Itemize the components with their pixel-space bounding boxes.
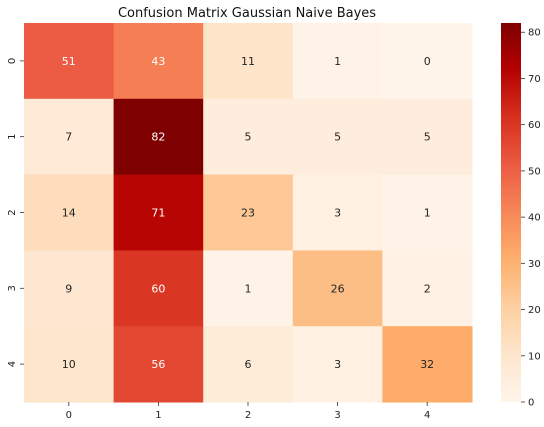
heatmap-cell-1-4	[382, 98, 473, 176]
heatmap-cell-2-0	[24, 174, 115, 251]
y-tick-label-3: 3	[7, 285, 18, 291]
cell-value-0-4: 0	[424, 55, 431, 68]
heatmap-cell-2-3	[292, 174, 383, 251]
y-axis: 0 1 2 3 4	[7, 58, 24, 367]
colorbar-tick-label-7: 70	[528, 74, 541, 85]
colorbar-tick-label-4: 40	[528, 213, 541, 224]
chart-title: Confusion Matrix Gaussian Naive Bayes	[118, 6, 376, 21]
cell-value-2-3: 3	[334, 207, 341, 220]
colorbar-tick-label-0: 0	[528, 398, 534, 409]
colorbar-tick-label-6: 60	[528, 120, 541, 131]
cell-value-0-1: 43	[151, 55, 165, 68]
cell-value-2-4: 1	[424, 207, 431, 220]
heatmap-cell-2-1	[113, 174, 204, 251]
colorbar-tick-label-5: 50	[528, 166, 541, 177]
cell-value-2-1: 71	[151, 207, 165, 220]
heatmap-cell-4-4	[382, 326, 473, 403]
heatmap-cell-3-1	[113, 250, 204, 327]
heatmap-cell-0-1	[113, 23, 204, 100]
cell-value-3-1: 60	[151, 282, 165, 295]
cell-value-1-4: 5	[424, 131, 431, 144]
heatmap-cell-4-1	[113, 326, 204, 403]
cell-value-4-1: 56	[151, 358, 165, 371]
cell-value-1-3: 5	[334, 131, 341, 144]
colorbar-tick-label-3: 30	[528, 259, 541, 270]
heatmap-cell-3-3	[292, 250, 383, 327]
cell-value-4-0: 10	[62, 358, 76, 371]
cell-value-0-0: 51	[62, 55, 76, 68]
heatmap-cell-4-0	[24, 326, 115, 403]
heatmap-cell-3-2	[203, 250, 294, 327]
colorbar-tick-label-2: 20	[528, 305, 541, 316]
x-tick-label-1: 1	[155, 410, 161, 421]
heatmap-grid: 51 43 11 1 07 82 5 5 514 71 23 3 19 60 1 26 210 56 6 3 32	[24, 23, 473, 403]
x-tick-label-2: 2	[245, 410, 251, 421]
heatmap-cell-3-0	[24, 250, 115, 327]
heatmap-cell-0-2	[203, 23, 294, 100]
cell-value-1-2: 5	[245, 131, 252, 144]
x-tick-label-0: 0	[66, 410, 72, 421]
colorbar-tick-label-8: 80	[528, 28, 541, 39]
heatmap-cell-0-4	[382, 23, 473, 100]
x-axis: 0 1 2 3 4	[66, 402, 430, 421]
cell-value-4-2: 6	[245, 358, 252, 371]
cell-value-0-3: 1	[334, 55, 341, 68]
heatmap-cell-1-3	[292, 98, 383, 176]
heatmap-cell-0-0	[24, 23, 115, 100]
heatmap-cell-4-3	[292, 326, 383, 403]
cell-value-1-0: 7	[65, 131, 72, 144]
heatmap-cell-4-2	[203, 326, 294, 403]
heatmap-cell-0-3	[292, 23, 383, 100]
cell-value-1-1: 82	[151, 131, 165, 144]
cell-value-3-0: 9	[65, 282, 72, 295]
x-tick-label-4: 4	[424, 410, 430, 421]
colorbar	[501, 23, 521, 402]
cell-value-2-2: 23	[241, 207, 255, 220]
y-tick-label-4: 4	[7, 361, 18, 367]
heatmap-cell-3-4	[382, 250, 473, 327]
cell-value-3-2: 1	[245, 282, 252, 295]
cell-value-0-2: 11	[241, 55, 255, 68]
cell-value-2-0: 14	[62, 207, 76, 220]
cell-value-3-3: 26	[331, 282, 345, 295]
y-tick-label-1: 1	[7, 134, 18, 140]
colorbar-tick-label-1: 10	[528, 351, 541, 362]
heatmap-cell-2-2	[203, 174, 294, 251]
colorbar-axis: 0 10 20 30 40 50 60 70 80	[521, 28, 541, 409]
heatmap-cell-1-1	[113, 98, 204, 176]
cell-value-4-4: 32	[420, 358, 434, 371]
y-tick-label-0: 0	[7, 58, 18, 64]
heatmap-cell-1-2	[203, 98, 294, 176]
heatmap-cell-2-4	[382, 174, 473, 251]
heatmap-cell-1-0	[24, 98, 115, 176]
cell-value-4-3: 3	[334, 358, 341, 371]
x-tick-label-3: 3	[334, 410, 340, 421]
cell-value-3-4: 2	[424, 282, 431, 295]
y-tick-label-2: 2	[7, 209, 18, 215]
